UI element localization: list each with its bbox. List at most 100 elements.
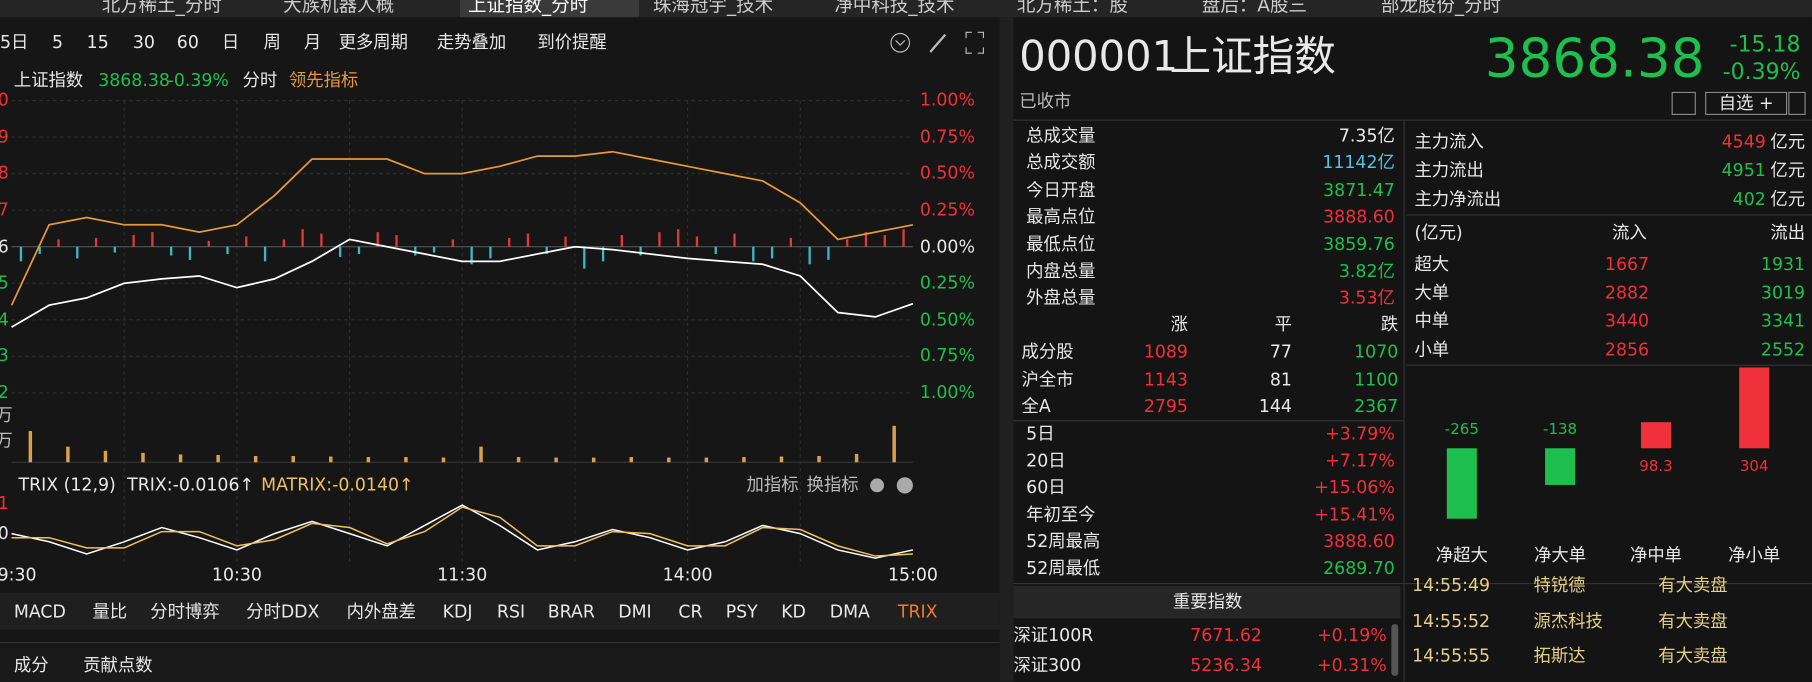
period-button[interactable]: 5	[52, 31, 64, 53]
indicator-tab[interactable]: CR	[678, 601, 703, 623]
net-flow-category: 净小单	[1728, 544, 1781, 566]
watch-label[interactable]: 自选 +	[1718, 93, 1774, 114]
period-button[interactable]: 15	[86, 31, 109, 53]
period-button[interactable]: 更多周期	[338, 31, 408, 53]
volume-bar	[704, 457, 709, 463]
index-header-bg	[1013, 585, 1401, 619]
net-flow-bar	[1545, 448, 1576, 485]
indicator-tab[interactable]: KD	[781, 601, 806, 623]
period-button[interactable]: 日	[221, 31, 240, 53]
period-button[interactable]: 周	[263, 31, 281, 53]
tab[interactable]: 部龙股份_分时	[1380, 0, 1502, 17]
y-tick-label: 0.25%	[919, 199, 975, 220]
indicator-tab[interactable]: 量比	[92, 601, 128, 623]
change: -15.18	[1729, 31, 1801, 58]
indicator-tab[interactable]: MACD	[13, 601, 66, 623]
flow-bar	[76, 246, 79, 259]
flow-bar	[376, 232, 379, 247]
x-tick-label: 14:00	[662, 564, 713, 586]
tab[interactable]: 净中科技_技术	[834, 0, 955, 17]
indicator-tab[interactable]: 内外盘差	[346, 601, 417, 623]
period-button[interactable]: 到价提醒	[537, 31, 607, 53]
flow-value: 4549	[1721, 131, 1766, 152]
trix-line	[11, 506, 913, 557]
trade-stock: 特锐德	[1533, 574, 1586, 596]
period-button[interactable]: 走势叠加	[436, 31, 507, 53]
period-value: +15.06%	[1314, 477, 1395, 498]
tab-bar	[0, 0, 1812, 18]
index-value: 5236.34	[1190, 654, 1262, 676]
tab[interactable]: 大族机器人概	[283, 0, 395, 17]
indicator-tab[interactable]: 分时博弈	[150, 601, 220, 623]
flow-in: 2882	[1604, 282, 1650, 303]
legend-series: 领先指标	[288, 69, 359, 91]
bottom-tab[interactable]: 贡献点数	[83, 654, 153, 676]
flow-bar	[339, 246, 342, 257]
stat-value: 11142亿	[1322, 152, 1395, 174]
flow-bar	[470, 246, 473, 265]
legend-price: 3868.38	[98, 69, 170, 91]
y-tick-label-left: 6	[0, 237, 9, 255]
tab[interactable]: 珠海冠宇_技术	[652, 0, 774, 17]
x-tick-label: 10:30	[211, 564, 262, 586]
switch-indicator[interactable]: 换指标	[806, 474, 859, 496]
flow-bar	[545, 246, 548, 255]
indicator-tab[interactable]: 分时DDX	[246, 601, 320, 623]
indicator-tab[interactable]: RSI	[496, 601, 526, 623]
volume-bar	[554, 457, 558, 463]
flow-header: 流出	[1770, 222, 1806, 244]
y-tick-label: 0.25%	[919, 272, 975, 294]
bottom-bar	[0, 647, 1000, 682]
flow-bar	[601, 246, 605, 262]
breadth-header: 平	[1274, 313, 1292, 335]
period-button[interactable]: 60	[176, 31, 199, 53]
bell-button[interactable]	[1671, 91, 1696, 115]
period-button[interactable]: 30	[132, 31, 155, 53]
volume-bar	[404, 457, 408, 463]
net-flow-bar	[1640, 422, 1672, 449]
volume-bar	[591, 457, 596, 463]
flow-bar	[846, 239, 849, 247]
settings-icon[interactable]	[890, 32, 911, 53]
flow-bar	[564, 236, 567, 247]
volume-bar	[516, 457, 521, 463]
add-indicator[interactable]: 加指标	[746, 474, 799, 496]
flow-bar	[151, 232, 154, 247]
flow-bar	[789, 237, 793, 247]
y-tick-label-left: 7	[0, 201, 9, 219]
tab[interactable]: 盘后：A股三	[1201, 0, 1307, 17]
volume-bar	[66, 446, 70, 463]
indicator-tab[interactable]: TRIX	[897, 601, 938, 623]
stat-label: 外盘总量	[1026, 287, 1096, 309]
breadth-label: 成分股	[1021, 341, 1074, 363]
volume-bar	[667, 457, 671, 463]
bottom-tab[interactable]: 成分	[13, 654, 49, 676]
indicator-tab[interactable]: PSY	[725, 601, 758, 623]
period-button[interactable]: 5日	[0, 31, 29, 53]
indicator-tab[interactable]: DMA	[829, 601, 870, 623]
flow-bar	[170, 246, 173, 256]
tab[interactable]: 北方稀土_分时	[101, 0, 222, 17]
flow-label: 大单	[1414, 282, 1450, 303]
gear-icon[interactable]	[870, 478, 885, 493]
draw-icon[interactable]	[929, 33, 947, 53]
indicator-tab[interactable]: DMI	[618, 601, 652, 623]
stat-value: 3888.60	[1323, 206, 1395, 228]
watch-dropdown[interactable]	[1788, 91, 1806, 115]
fullscreen-icon[interactable]	[965, 31, 985, 54]
flow-unit: 亿元	[1770, 188, 1806, 210]
y-tick-label: 1.00%	[919, 381, 975, 403]
watch-button[interactable]	[1705, 91, 1788, 115]
close-icon[interactable]	[896, 477, 913, 494]
tab[interactable]: 北方稀土：股	[1016, 0, 1128, 17]
tab[interactable]: 上证指数_分时	[468, 0, 589, 17]
flow-bar	[19, 246, 23, 262]
indicator-tab[interactable]: BRAR	[547, 601, 595, 623]
flow-bar	[414, 246, 417, 256]
scrollbar[interactable]	[1391, 624, 1399, 677]
period-button[interactable]: 月	[303, 31, 322, 53]
flow-bar	[451, 239, 455, 247]
indicator-tab[interactable]: KDJ	[442, 601, 473, 623]
